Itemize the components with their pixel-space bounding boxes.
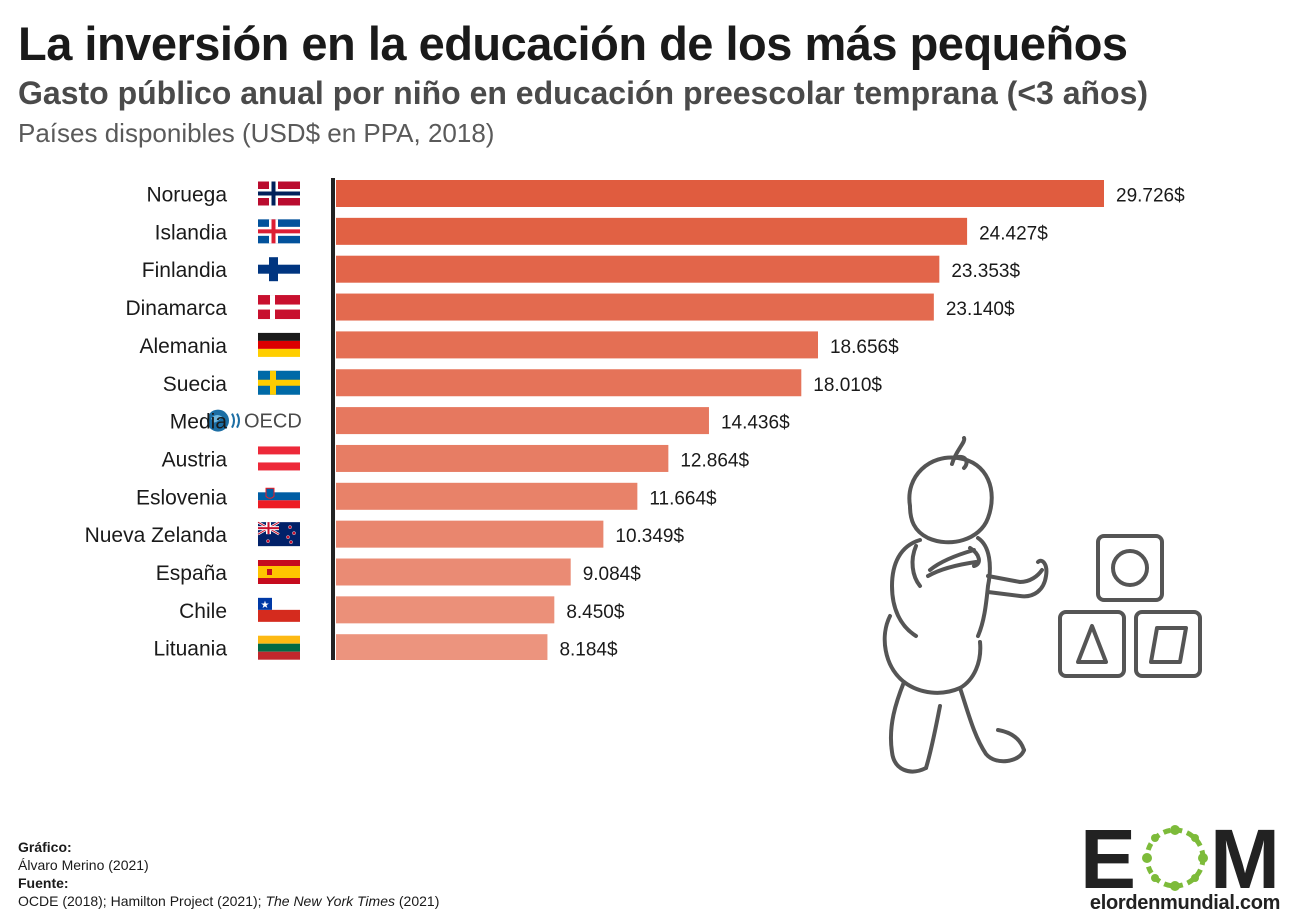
chart-subtitle: Gasto público anual por niño en educació…	[18, 75, 1149, 111]
bar	[336, 331, 818, 359]
value-label: 10.349$	[615, 526, 684, 547]
flag-slovenia-icon	[258, 484, 300, 509]
bar-chart: OECD ★ Noruega 29.726$ Islandia 24.427$ Finlan…	[85, 178, 1185, 660]
flag-spain-icon	[258, 560, 300, 584]
flags-column: OECD ★	[207, 181, 302, 660]
oecd-label: OECD	[244, 411, 302, 433]
flag-iceland-icon	[258, 219, 300, 244]
chart-note: Países disponibles (USD$ en PPA, 2018)	[18, 118, 495, 148]
flag-norway-icon	[258, 181, 300, 206]
bar	[336, 444, 669, 472]
value-label: 23.140$	[946, 299, 1015, 320]
baby-with-blocks-illustration	[882, 436, 1202, 774]
bar	[336, 180, 1104, 207]
bar	[336, 217, 968, 245]
category-label: Lituania	[153, 638, 227, 660]
svg-text:★: ★	[261, 600, 270, 611]
flag-lithuania-icon	[258, 635, 300, 660]
bar	[336, 520, 604, 548]
category-label: Dinamarca	[125, 297, 227, 320]
bar	[336, 634, 548, 660]
value-label: 8.184$	[559, 640, 618, 660]
bar	[336, 558, 571, 586]
value-label: 23.353$	[951, 261, 1020, 282]
grafico-credit: Álvaro Merino (2021)	[18, 857, 149, 873]
bar	[336, 255, 940, 283]
value-label: 9.084$	[583, 564, 642, 585]
flag-chile-icon: ★	[258, 597, 300, 622]
category-label: Suecia	[163, 373, 228, 396]
chart-footer: Gráfico: Álvaro Merino (2021) Fuente: OC…	[18, 838, 439, 910]
bar	[336, 482, 638, 510]
value-label: 12.864$	[680, 450, 749, 471]
value-label: 11.664$	[649, 488, 717, 509]
logo-letter-m: M	[1210, 816, 1280, 892]
logo-letter-e: E	[1080, 816, 1136, 892]
category-label: Chile	[179, 600, 227, 623]
eom-logo: E M	[1080, 816, 1280, 892]
value-label: 14.436$	[721, 413, 790, 434]
oecd-logo-icon: OECD	[207, 409, 302, 433]
category-label: España	[156, 562, 228, 585]
bar	[336, 596, 555, 624]
value-label: 24.427$	[979, 223, 1048, 244]
fuente-italic: The New York Times	[265, 893, 395, 909]
category-label: Eslovenia	[136, 486, 227, 509]
value-label: 8.450$	[566, 602, 625, 623]
flag-germany-icon	[258, 332, 300, 357]
fuente-tail: (2021)	[395, 893, 440, 909]
category-label: Finlandia	[142, 259, 228, 282]
category-label: Islandia	[155, 221, 228, 244]
bar	[336, 293, 934, 321]
category-label: Media	[170, 411, 228, 434]
category-label: Alemania	[139, 335, 227, 358]
flag-austria-icon	[258, 446, 300, 471]
category-label: Nueva Zelanda	[85, 524, 228, 547]
value-label: 18.010$	[813, 375, 882, 396]
fuente-sources: OCDE (2018); Hamilton Project (2021); Th…	[18, 892, 439, 910]
flag-new-zealand-icon	[257, 521, 300, 547]
grafico-label: Gráfico:	[18, 839, 72, 855]
fuente-plain: OCDE (2018); Hamilton Project (2021);	[18, 893, 266, 909]
category-label: Noruega	[146, 184, 227, 207]
logo-url: elordenmundial.com	[1089, 892, 1281, 914]
flag-finland-icon	[258, 257, 300, 282]
flag-sweden-icon	[258, 370, 300, 395]
fuente-label: Fuente:	[18, 875, 69, 891]
bar	[336, 407, 709, 435]
chart-title: La inversión en la educación de los más …	[18, 17, 1128, 70]
value-label: 29.726$	[1116, 186, 1185, 207]
category-label: Austria	[162, 448, 228, 471]
value-label: 18.656$	[830, 337, 899, 358]
bar	[336, 369, 802, 397]
flag-denmark-icon	[258, 295, 300, 320]
